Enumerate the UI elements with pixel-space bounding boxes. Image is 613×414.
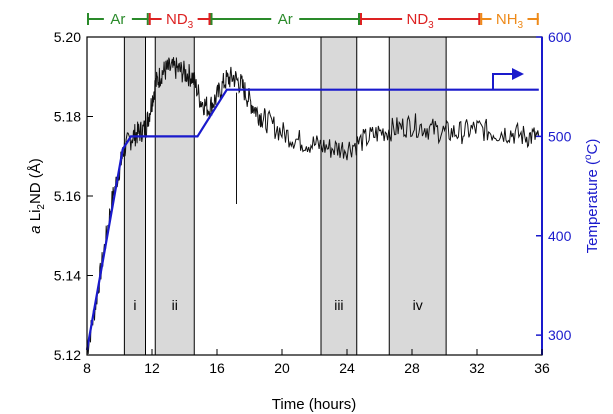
x-tick-label: 28 (404, 360, 420, 376)
y-tick-label-left: 5.14 (54, 268, 81, 284)
region-label-layer: i ii iii iv (133, 297, 422, 313)
gas-atmosphere-bar: Ar ND3 Ar ND3 NH3 (87, 11, 539, 31)
series-layer (85, 57, 540, 354)
x-tick-label: 32 (469, 360, 485, 376)
lattice-parameter-series (86, 57, 540, 354)
heating-arrow (492, 68, 524, 89)
gas-label-nh3: NH3 (496, 11, 524, 31)
temperature-series (85, 88, 539, 351)
y-tick-label-left: 5.12 (54, 347, 81, 363)
heating-arrow-line (492, 73, 512, 89)
x-tick-label: 16 (209, 360, 225, 376)
x-tick-label: 20 (274, 360, 290, 376)
y-tick-label-right: 500 (548, 128, 572, 144)
y-tick-label-left: 5.16 (54, 188, 81, 204)
x-tick-label: 24 (339, 360, 355, 376)
gas-label-nd3: ND3 (407, 11, 435, 31)
y-tick-label-right: 600 (548, 29, 572, 45)
shaded-region-ii (154, 36, 195, 356)
gas-label-nd3: ND3 (166, 11, 194, 31)
y-tick-label-left: 5.20 (54, 29, 81, 45)
region-label-ii: ii (172, 297, 178, 313)
gas-label-ar: Ar (110, 11, 125, 28)
axis-layer: 8 12 16 20 24 28 32 36 5.12 5.14 5.16 5.18 5.20 300 40… (54, 29, 572, 376)
y-tick-label-right: 400 (548, 228, 572, 244)
heating-arrow-head (512, 68, 524, 80)
y-tick-label-right: 300 (548, 327, 572, 343)
x-tick-label: 36 (534, 360, 550, 376)
region-label-iii: iii (334, 297, 343, 313)
region-label-i: i (133, 297, 136, 313)
x-axis-title: Time (hours) (272, 396, 356, 413)
gas-label-ar: Ar (278, 11, 293, 28)
y-axis-title-right: Temperature (oC) (583, 139, 601, 254)
x-tick-label: 8 (83, 360, 91, 376)
x-tick-label: 12 (144, 360, 160, 376)
y-tick-label-left: 5.18 (54, 109, 81, 125)
region-label-iv: iv (413, 297, 423, 313)
y-axis-title-left: a Li2ND (Å) (27, 158, 47, 234)
